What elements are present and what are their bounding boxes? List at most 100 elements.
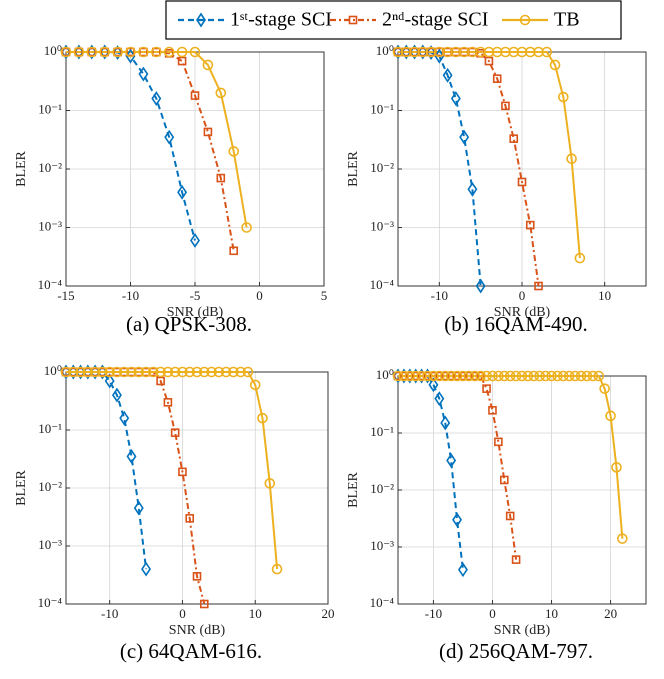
marker <box>113 47 122 57</box>
marker <box>220 366 232 378</box>
x-tick-label: 20 <box>604 606 617 621</box>
x-axis-label: SNR (dB) <box>167 305 224 320</box>
marker <box>206 366 217 378</box>
marker <box>549 59 561 71</box>
marker <box>428 377 439 393</box>
marker <box>126 47 135 57</box>
x-axis-label: SNR (dB) <box>494 623 551 638</box>
marker <box>125 46 136 58</box>
marker <box>202 59 214 71</box>
marker <box>504 370 516 382</box>
marker <box>73 44 84 60</box>
marker <box>60 46 72 58</box>
marker <box>111 366 123 378</box>
y-tick-label: 10⁻³ <box>370 538 394 553</box>
marker <box>199 599 209 609</box>
x-tick-label: 5 <box>321 288 328 303</box>
marker <box>126 366 137 378</box>
marker <box>599 383 610 394</box>
marker <box>481 370 492 382</box>
marker <box>112 46 123 58</box>
marker <box>611 462 622 473</box>
marker <box>140 366 152 378</box>
marker <box>593 370 605 382</box>
x-tick-label: 0 <box>489 606 496 621</box>
marker <box>169 366 181 378</box>
marker <box>393 371 403 381</box>
marker <box>190 233 200 248</box>
marker <box>434 48 445 64</box>
marker <box>605 410 616 422</box>
marker <box>138 46 149 58</box>
marker <box>470 371 480 381</box>
x-tick-label: -10 <box>101 606 118 621</box>
x-tick-label: 20 <box>322 606 335 621</box>
marker <box>417 371 426 381</box>
y-tick-label: 10⁻⁴ <box>370 595 395 610</box>
y-tick-label: 10⁻² <box>370 160 394 175</box>
y-tick-label: 10⁻² <box>38 160 62 175</box>
marker <box>99 46 110 58</box>
marker <box>189 46 201 58</box>
marker <box>198 366 210 378</box>
marker <box>566 153 577 164</box>
marker <box>393 44 403 60</box>
marker <box>100 47 109 57</box>
marker <box>574 252 586 264</box>
marker <box>426 45 437 60</box>
marker <box>164 129 175 145</box>
legend-marker <box>196 12 206 28</box>
caption: (b) 16QAM-490. <box>444 312 587 336</box>
y-tick-label: 10⁻⁴ <box>370 277 395 292</box>
marker <box>163 398 173 407</box>
marker <box>216 173 226 183</box>
marker <box>151 91 162 107</box>
marker <box>67 366 79 378</box>
marker <box>475 278 486 294</box>
x-axis-label: SNR (dB) <box>494 305 551 320</box>
series-line <box>66 51 235 251</box>
subplot: 10⁻⁴ 10⁻³ 10⁻² 10⁻¹ 10⁰ -10 0 10 SNR (dB) BLER (b)… <box>346 43 647 336</box>
marker <box>457 370 469 382</box>
marker <box>89 366 101 378</box>
marker <box>575 370 587 382</box>
marker <box>410 370 422 382</box>
marker <box>429 371 438 381</box>
y-tick-label: 10⁻¹ <box>370 424 394 439</box>
marker <box>558 370 569 382</box>
marker <box>176 46 188 58</box>
marker <box>428 370 439 382</box>
marker <box>458 371 468 381</box>
marker <box>541 46 553 58</box>
marker <box>86 46 98 58</box>
marker <box>73 46 85 58</box>
y-tick-label: 10⁻³ <box>38 537 62 552</box>
marker <box>488 406 497 415</box>
marker <box>177 366 188 378</box>
y-tick-label: 10⁻² <box>370 481 394 496</box>
marker <box>148 366 159 378</box>
marker <box>617 533 628 544</box>
marker <box>191 366 203 378</box>
subplot: 10⁻⁴ 10⁻³ 10⁻² 10⁻¹ 10⁰ -10 0 10 20 SNR (dB) BLER (… <box>14 363 334 663</box>
x-tick-label: -10 <box>122 288 139 303</box>
marker <box>464 371 474 381</box>
x-tick-label: -10 <box>431 288 448 303</box>
marker <box>104 373 115 389</box>
marker <box>475 370 486 382</box>
marker <box>203 127 213 137</box>
legend-label: 1ˢᵗ-stage SCI <box>230 9 332 31</box>
caption: (d) 256QAM-797. <box>439 639 593 663</box>
series-line <box>66 371 279 570</box>
marker <box>242 366 254 378</box>
marker <box>228 366 239 378</box>
subplot: 10⁻⁴ 10⁻³ 10⁻² 10⁻¹ 10⁰ -10 0 10 20 SNR (dB) BLER (… <box>346 367 647 663</box>
marker <box>185 514 195 523</box>
y-tick-label: 10⁻² <box>38 479 62 494</box>
marker <box>451 370 463 382</box>
legend-marker <box>519 14 531 26</box>
marker <box>112 45 123 60</box>
marker <box>241 222 252 233</box>
y-tick-label: 10⁰ <box>44 43 62 58</box>
x-tick-label: 10 <box>249 606 262 621</box>
